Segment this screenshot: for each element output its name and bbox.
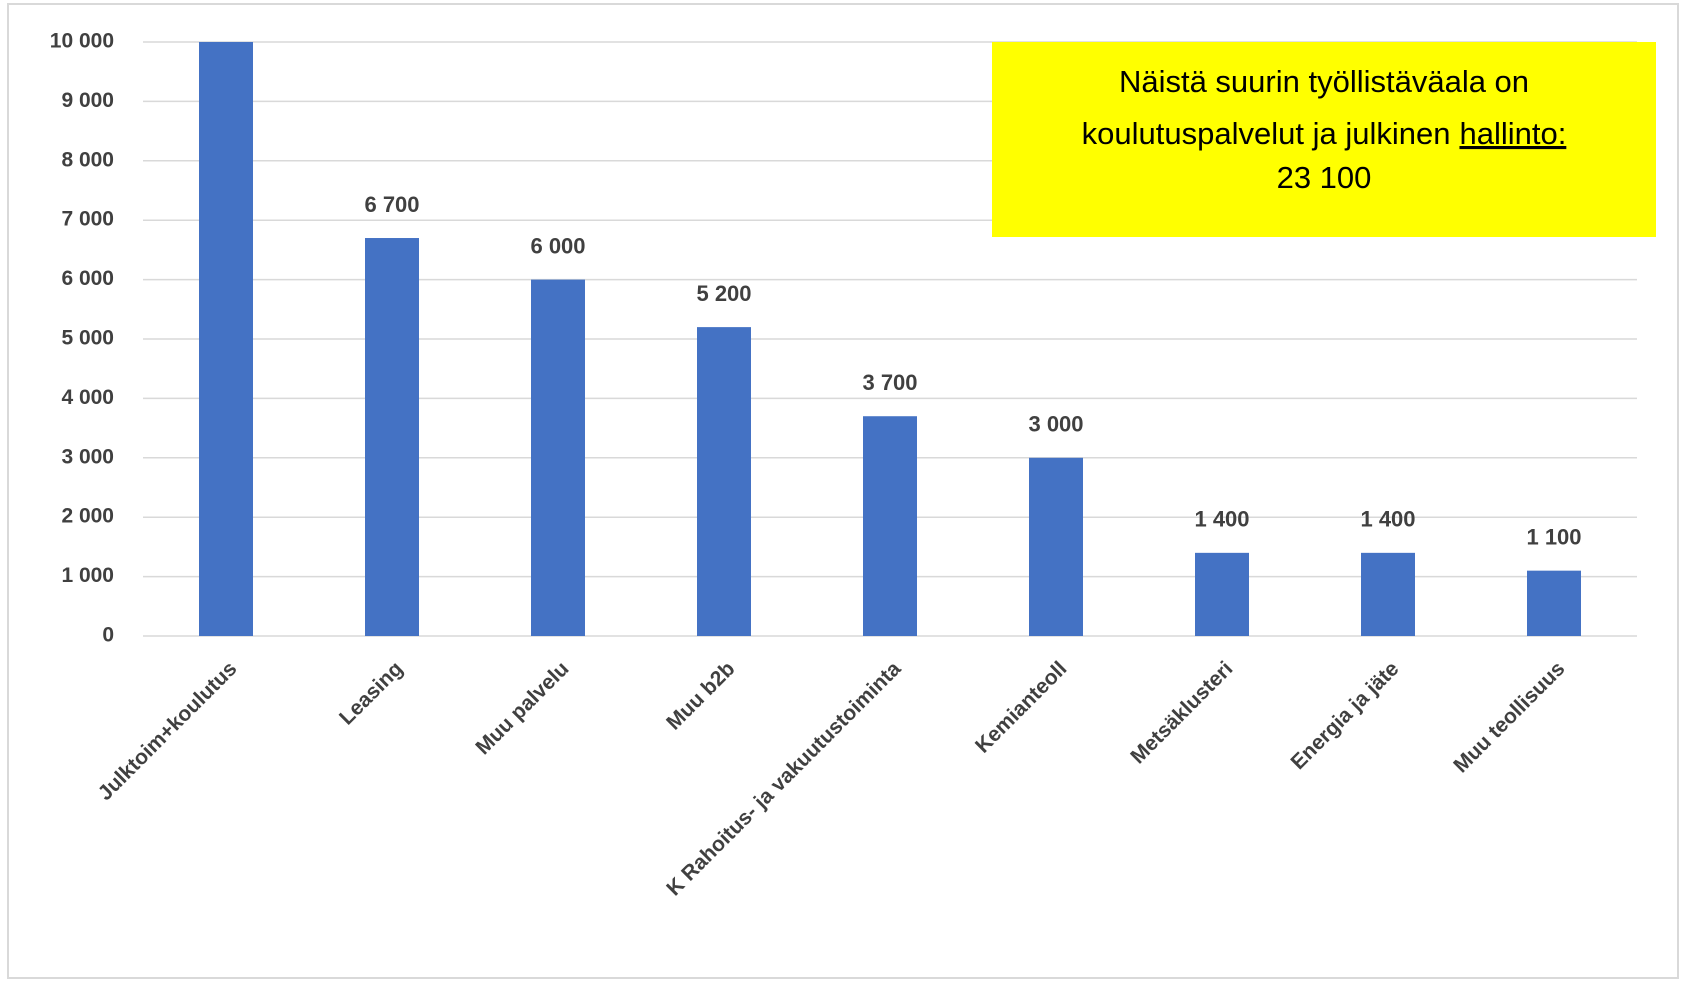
y-tick-label: 7 000 [61,208,114,231]
y-tick-label: 0 [102,624,114,647]
bars [199,42,1581,636]
value-label: 6 000 [530,233,585,258]
annotation-text: 23 100 [1277,160,1372,195]
bar [1029,457,1083,636]
annotation-text: koulutuspalvelut ja julkinen hallinto: [1082,116,1567,151]
value-label: 5 200 [696,281,751,306]
bar [531,279,585,636]
y-tick-label: 2 000 [61,505,114,528]
bar [365,238,419,636]
y-tick-label: 9 000 [61,89,114,112]
bar [1361,552,1415,636]
annotation-box [992,42,1656,237]
y-tick-label: 1 000 [61,564,114,587]
annotation-underlined: hallinto: [1459,116,1566,151]
y-tick-label: 8 000 [61,148,114,171]
value-label: 1 400 [1360,507,1415,532]
bar [1195,552,1249,636]
value-label: 1 400 [1194,507,1249,532]
bar [199,42,253,636]
y-tick-label: 4 000 [61,386,114,409]
value-label: 3 000 [1028,412,1083,437]
annotation-text-part: koulutuspalvelut ja julkinen [1082,116,1451,151]
bar [697,327,751,636]
annotation-text: Näistä suurin työllistäväala on [1119,64,1529,99]
value-label: 3 700 [862,370,917,395]
y-tick-label: 3 000 [61,445,114,468]
value-label: 1 100 [1526,524,1581,549]
y-tick-label: 6 000 [61,267,114,290]
bar [863,416,917,636]
bar [1527,570,1581,636]
y-tick-label: 5 000 [61,327,114,350]
y-tick-label: 10 000 [50,30,114,53]
value-label: 6 700 [364,192,419,217]
